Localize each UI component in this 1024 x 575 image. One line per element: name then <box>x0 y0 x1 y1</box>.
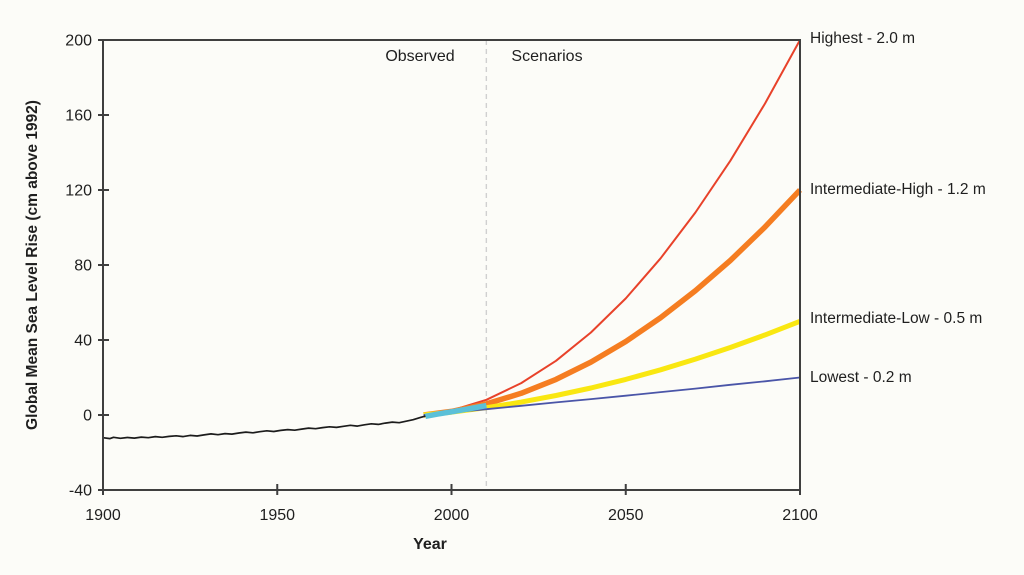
y-axis-tick-label: 160 <box>65 108 92 125</box>
x-axis-tick-label: 1950 <box>259 507 295 524</box>
scenario-label-intermediate-low: Intermediate-Low - 0.5 m <box>810 310 983 327</box>
y-axis-tick-label: 200 <box>65 33 92 50</box>
y-axis-tick-label: 0 <box>83 408 92 425</box>
plot-border <box>102 39 801 491</box>
y-axis-tick-label: 120 <box>65 183 92 200</box>
scenario-label-highest: Highest - 2.0 m <box>810 30 916 47</box>
x-axis-tick-label: 2000 <box>434 507 470 524</box>
x-axis-tick-label: 1900 <box>85 507 121 524</box>
series-line-observed-satellite <box>424 402 487 420</box>
y-axis-title: Global Mean Sea Level Rise (cm above 199… <box>24 100 41 430</box>
scenario-label-intermediate-high: Intermediate-High - 1.2 m <box>810 181 986 198</box>
x-axis-tick-label: 2100 <box>782 507 818 524</box>
series-line-scenario-lowest <box>423 376 801 416</box>
x-axis-tick-label: 2050 <box>608 507 644 524</box>
observed-region-label: Observed <box>385 48 455 65</box>
x-axis-title: Year <box>413 536 447 553</box>
y-axis-tick-label: -40 <box>69 483 92 500</box>
y-axis-tick-label: 80 <box>74 258 92 275</box>
series-line-observed-tide-gauge <box>102 415 426 440</box>
series-line-scenario-highest <box>423 39 801 416</box>
scenarios-region-label: Scenarios <box>511 48 583 65</box>
scenario-label-lowest: Lowest - 0.2 m <box>810 369 912 386</box>
y-axis-tick-label: 40 <box>74 333 92 350</box>
